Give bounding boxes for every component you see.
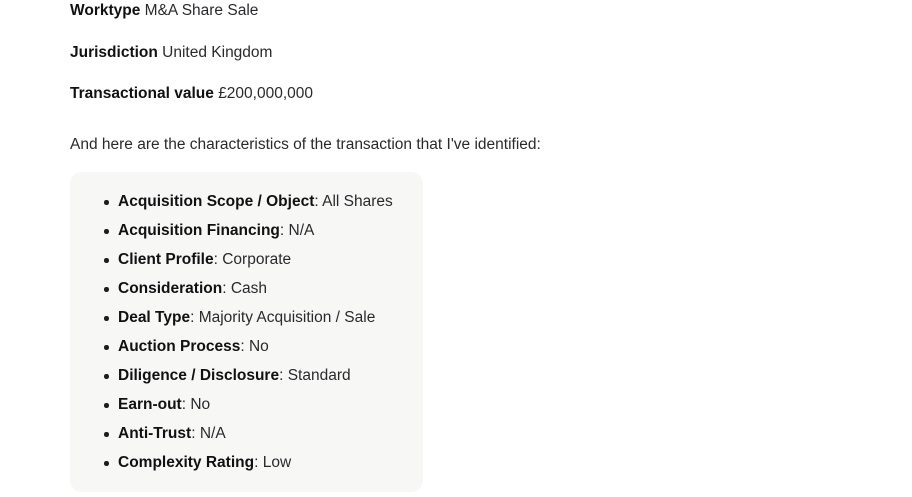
meta-row-transactional-value: Transactional value £200,000,000: [70, 83, 870, 104]
characteristic-value: No: [190, 396, 211, 413]
list-item: Deal Type: Majority Acquisition / Sale: [70, 307, 423, 336]
list-item: Consideration: Cash: [70, 278, 423, 307]
characteristic-separator: :: [254, 454, 263, 471]
characteristic-separator: :: [279, 367, 288, 384]
list-item: Client Profile: Corporate: [70, 249, 423, 278]
meta-label-transactional-value: Transactional value: [70, 85, 214, 102]
intro-paragraph: And here are the characteristics of the …: [70, 136, 541, 153]
characteristics-list: Acquisition Scope / Object: All Shares A…: [70, 172, 423, 481]
characteristic-value: Standard: [287, 367, 351, 384]
characteristic-value: Low: [262, 454, 292, 471]
meta-label-jurisdiction: Jurisdiction: [70, 43, 158, 61]
characteristic-label: Acquisition Financing: [118, 222, 280, 239]
characteristic-value: Majority Acquisition / Sale: [198, 309, 376, 326]
characteristic-separator: :: [279, 222, 289, 239]
characteristic-value: Corporate: [222, 251, 292, 268]
list-item: Auction Process: No: [70, 336, 423, 365]
meta-label-worktype: Worktype: [70, 2, 141, 19]
characteristic-separator: :: [191, 425, 200, 442]
characteristic-value: No: [248, 338, 269, 355]
characteristic-separator: :: [314, 193, 323, 210]
meta-value-transactional-value: £200,000,000: [218, 85, 314, 102]
characteristic-label: Complexity Rating: [118, 454, 255, 471]
list-item: Acquisition Financing: N/A: [70, 220, 423, 249]
characteristic-value: All Shares: [322, 193, 393, 210]
characteristic-separator: :: [213, 251, 223, 268]
characteristic-label: Consideration: [118, 280, 223, 297]
characteristic-label: Client Profile: [118, 251, 214, 268]
meta-row-jurisdiction: Jurisdiction United Kingdom: [70, 42, 870, 63]
list-item: Complexity Rating: Low: [70, 452, 423, 481]
meta-value-worktype: M&A Share Sale: [144, 2, 259, 19]
characteristic-label: Earn-out: [118, 396, 182, 413]
characteristic-label: Diligence / Disclosure: [118, 367, 280, 384]
characteristic-separator: :: [181, 396, 191, 413]
list-item: Diligence / Disclosure: Standard: [70, 365, 423, 394]
list-item: Acquisition Scope / Object: All Shares: [70, 191, 423, 220]
characteristic-separator: :: [190, 309, 199, 326]
meta-value-jurisdiction: United Kingdom: [162, 43, 273, 61]
characteristic-label: Deal Type: [118, 309, 191, 326]
characteristic-label: Auction Process: [118, 338, 241, 355]
list-item: Anti-Trust: N/A: [70, 423, 423, 452]
list-item: Earn-out: No: [70, 394, 423, 423]
characteristic-value: Cash: [230, 280, 268, 297]
characteristic-separator: :: [240, 338, 249, 355]
characteristic-separator: :: [222, 280, 231, 297]
transaction-meta-block: Worktype M&A Share Sale Jurisdiction Uni…: [70, 0, 870, 104]
characteristics-card: Acquisition Scope / Object: All Shares A…: [70, 172, 423, 492]
characteristic-label: Anti-Trust: [118, 425, 192, 442]
characteristic-value: N/A: [199, 425, 226, 442]
characteristic-value: N/A: [288, 222, 315, 239]
characteristic-label: Acquisition Scope / Object: [118, 193, 315, 210]
meta-row-worktype: Worktype M&A Share Sale: [70, 0, 870, 21]
